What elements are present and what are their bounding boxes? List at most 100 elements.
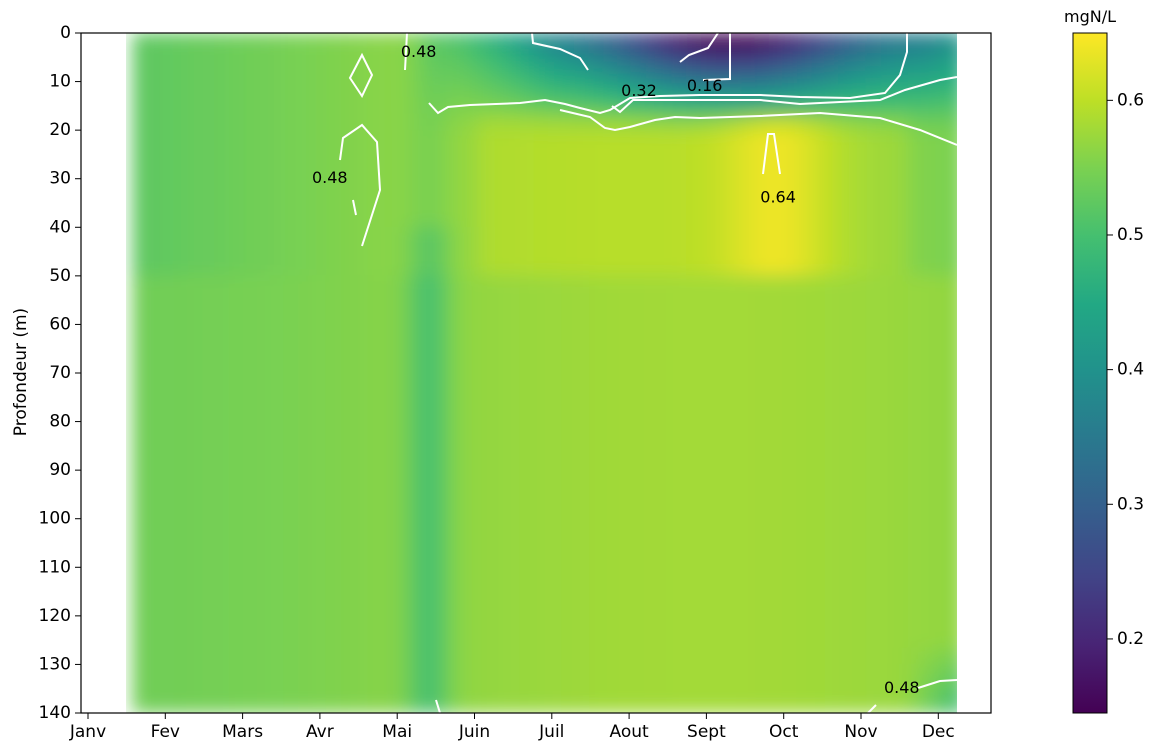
heatmap-cell xyxy=(450,404,466,423)
heatmap-cell xyxy=(215,469,231,487)
colorbar: mgN/L 0.20.30.40.50.6 xyxy=(1064,7,1144,714)
heatmap-cell xyxy=(478,502,494,520)
heatmap-cell xyxy=(533,518,549,536)
heatmap-cell xyxy=(353,97,369,115)
heatmap-cell xyxy=(312,437,328,455)
heatmap-cell xyxy=(256,647,272,665)
heatmap-cell xyxy=(256,437,272,455)
heatmap-cell xyxy=(478,534,494,552)
heatmap-cell xyxy=(741,421,757,439)
heatmap-cell xyxy=(229,372,244,390)
heatmap-cell xyxy=(796,615,812,633)
heatmap-cell xyxy=(242,502,258,520)
heatmap-cell xyxy=(270,145,286,164)
heatmap-cell xyxy=(242,631,258,649)
heatmap-cell xyxy=(935,582,951,601)
y-tick-label: 130 xyxy=(39,654,71,674)
heatmap-cell xyxy=(519,680,535,698)
heatmap-cell xyxy=(422,33,438,50)
heatmap-cell xyxy=(242,372,258,390)
heatmap-cell xyxy=(367,226,383,244)
heatmap-cell xyxy=(464,437,480,455)
contour-0.32 xyxy=(531,33,957,114)
heatmap-cell xyxy=(852,372,868,390)
heatmap-cell xyxy=(630,64,646,83)
heatmap-cell xyxy=(409,469,424,487)
heatmap-cell xyxy=(242,64,258,83)
heatmap-cell xyxy=(312,631,328,649)
heatmap-cell xyxy=(298,582,314,601)
heatmap-cell xyxy=(644,502,660,520)
heatmap-cell xyxy=(492,485,508,504)
heatmap-cell xyxy=(589,388,605,406)
heatmap-cell xyxy=(935,275,951,293)
heatmap-cell xyxy=(866,437,882,455)
y-tick-label: 70 xyxy=(49,363,71,383)
heatmap-cell xyxy=(686,210,701,228)
heatmap-cell xyxy=(436,307,452,325)
heatmap-cell xyxy=(326,502,341,520)
heatmap-cell xyxy=(395,647,411,665)
heatmap-cell xyxy=(284,194,300,212)
heatmap-cell xyxy=(810,356,826,374)
heatmap-cell xyxy=(616,113,632,131)
y-tick-label: 60 xyxy=(49,314,71,334)
heatmap-cell xyxy=(492,210,508,228)
heatmap-cell xyxy=(852,502,868,520)
heatmap-cell xyxy=(215,323,231,342)
heatmap-cell xyxy=(603,81,618,99)
heatmap-cell xyxy=(755,582,771,601)
heatmap-cell xyxy=(810,696,826,713)
heatmap-cell xyxy=(478,566,494,584)
heatmap-cell xyxy=(464,340,480,358)
heatmap-cell xyxy=(921,437,937,455)
heatmap-cell xyxy=(159,566,175,584)
heatmap-cell xyxy=(201,242,217,261)
heatmap-cell xyxy=(699,631,715,649)
heatmap-cell xyxy=(436,647,452,665)
heatmap-cell xyxy=(810,550,826,568)
y-tick-label: 90 xyxy=(49,460,71,480)
heatmap-cell xyxy=(644,307,660,325)
heatmap-cell xyxy=(436,550,452,568)
heatmap-cell xyxy=(533,356,549,374)
heatmap-cell xyxy=(506,663,521,682)
heatmap-cell xyxy=(644,33,660,50)
heatmap-cell xyxy=(658,194,674,212)
heatmap-cell xyxy=(215,647,231,665)
heatmap-cell xyxy=(464,615,480,633)
heatmap-cell xyxy=(270,291,286,309)
heatmap-cell xyxy=(713,162,729,180)
heatmap-cell xyxy=(810,242,826,261)
heatmap-cell xyxy=(755,242,771,261)
heatmap-cell xyxy=(713,663,729,682)
heatmap-cell xyxy=(256,518,272,536)
heatmap-cell xyxy=(270,421,286,439)
heatmap-cell xyxy=(603,388,618,406)
heatmap-cell xyxy=(866,33,882,50)
heatmap-cell xyxy=(838,534,854,552)
heatmap-cell xyxy=(616,323,632,342)
heatmap-cell xyxy=(395,518,411,536)
heatmap-cell xyxy=(630,582,646,601)
heatmap-cell xyxy=(880,356,895,374)
heatmap-cell xyxy=(866,64,882,83)
heatmap-cell xyxy=(436,64,452,83)
heatmap-cell xyxy=(201,404,217,423)
heatmap-cell xyxy=(893,242,909,261)
heatmap-cell xyxy=(270,469,286,487)
heatmap-cell xyxy=(810,210,826,228)
heatmap-cell xyxy=(256,566,272,584)
heatmap-cell xyxy=(270,680,286,698)
heatmap-cell xyxy=(907,663,923,682)
heatmap-cell xyxy=(436,663,452,682)
heatmap-cell xyxy=(450,485,466,504)
heatmap-cell xyxy=(547,340,563,358)
heatmap-cell xyxy=(686,356,701,374)
heatmap-cell xyxy=(409,372,424,390)
heatmap-cell xyxy=(436,534,452,552)
heatmap-cell xyxy=(852,242,868,261)
heatmap-cell xyxy=(630,356,646,374)
colorbar-tick-label: 0.5 xyxy=(1117,225,1144,245)
heatmap-cell xyxy=(561,372,577,390)
